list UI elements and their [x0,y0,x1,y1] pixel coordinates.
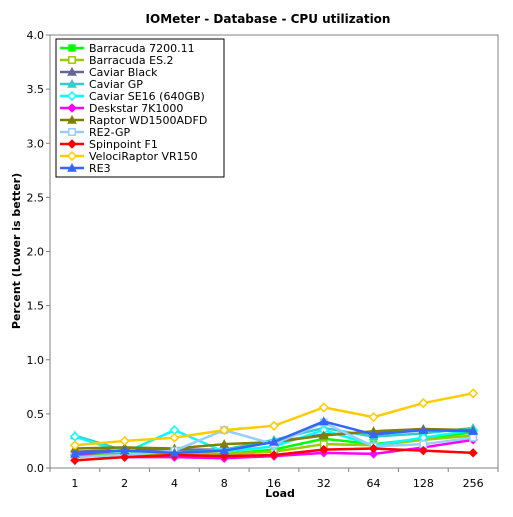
data-point [169,432,180,443]
data-point [219,425,230,436]
series-velociraptor-vr150 [69,388,479,451]
x-axis-title: Load [265,487,295,500]
data-point [268,420,280,431]
legend-marker [67,139,77,149]
legend-item: Caviar Black [60,66,158,79]
x-tick-label: 64 [367,477,381,490]
legend-marker [67,103,77,113]
data-point [368,412,379,423]
y-tick-label: 2.5 [27,191,45,204]
data-point [169,447,180,457]
legend-item: Caviar SE16 (640GB) [60,90,205,103]
data-point [468,426,478,435]
data-point [119,445,130,455]
legend-label: Barracuda 7200.11 [89,42,195,55]
data-point [319,444,329,455]
data-point [70,448,80,458]
legend-label: Caviar Black [89,66,158,79]
legend-label: Raptor WD1500ADFD [89,114,207,127]
legend-marker [68,128,76,136]
data-point [418,445,429,456]
legend-item: Barracuda 7200.11 [60,42,195,55]
legend-marker [67,114,77,124]
legend-marker [68,56,76,64]
legend-marker [68,44,76,52]
x-tick-label: 1 [71,477,78,490]
legend-label: Caviar GP [89,78,143,91]
y-axis-title: Percent (Lower is better) [10,173,23,329]
legend-item: Raptor WD1500ADFD [60,114,207,127]
series-group [69,388,479,466]
legend-item: VelociRaptor VR150 [60,150,198,163]
legend-label: RE3 [89,162,111,175]
data-point [469,433,478,442]
legend-label: Caviar SE16 (640GB) [89,90,205,103]
series-spinpoint-f1 [70,443,478,466]
data-point [318,416,329,426]
data-point [468,448,478,458]
y-tick-label: 3.5 [27,83,45,96]
chart-title: IOMeter - Database - CPU utilization [146,12,391,26]
legend-label: Deskstar 7K1000 [89,102,183,115]
legend-marker [67,66,77,76]
data-point [269,436,279,446]
legend-marker [66,90,78,102]
legend-item: Barracuda ES.2 [60,54,174,67]
data-point [119,435,130,446]
data-point [468,388,479,399]
data-point [368,429,379,439]
data-point [318,430,329,440]
series-re3 [70,416,478,458]
y-tick-label: 0.0 [27,462,45,475]
legend-item: Caviar GP [60,78,143,91]
data-point [368,449,379,459]
data-point [269,450,279,460]
y-tick-label: 3.0 [27,137,45,150]
x-tick-label: 32 [317,477,331,490]
x-tick-label: 256 [463,477,484,490]
data-point [119,452,130,462]
data-point [368,443,379,454]
data-point [70,455,80,466]
x-tick-label: 4 [171,477,178,490]
legend-item: Spinpoint F1 [60,138,158,151]
data-point [219,445,230,455]
legend-item: RE2-GP [60,126,130,139]
legend-marker [66,150,78,162]
data-point [318,402,329,413]
legend-label: Barracuda ES.2 [89,54,174,67]
y-tick-label: 2.0 [27,246,45,259]
legend-label: Spinpoint F1 [89,138,158,151]
x-tick-label: 2 [121,477,128,490]
legend-marker [67,78,77,88]
legend-label: RE2-GP [89,126,130,139]
x-tick-label: 16 [267,477,281,490]
legend-label: VelociRaptor VR150 [89,150,198,163]
legend-item: Deskstar 7K1000 [60,102,183,115]
legend-item: RE3 [60,162,111,175]
legend-marker [67,162,77,172]
y-tick-label: 0.5 [27,408,45,421]
data-point [418,425,429,434]
axes: 0.0 0.5 1.0 1.5 2.0 2.5 3.0 3.5 4.0 1 2 4 8 16 32 64 128… [27,29,499,490]
y-tick-label: 1.5 [27,300,45,313]
x-tick-label: 8 [221,477,228,490]
x-tick-label: 128 [413,477,434,490]
y-tick-label: 1.0 [27,354,45,367]
data-point [418,397,429,409]
y-tick-label: 4.0 [27,29,45,42]
